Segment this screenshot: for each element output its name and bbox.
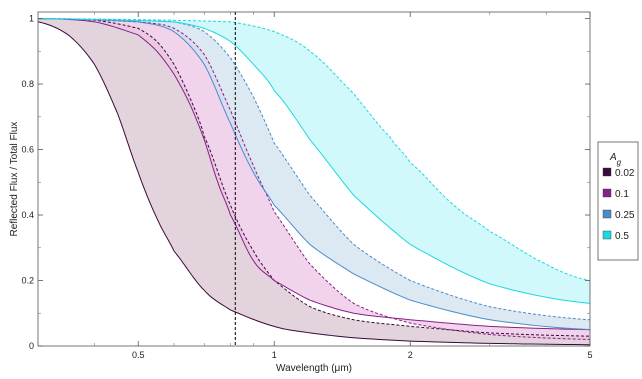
legend-swatch-1	[602, 188, 612, 198]
band-lower-line-3	[37, 18, 591, 304]
x-tick-label-2: 2	[408, 350, 413, 360]
legend-items: 0.02 0.1 0.25 0.5	[602, 167, 635, 242]
band-lower-line-1	[37, 18, 591, 331]
legend: Ag 0.020.10.250.5	[597, 141, 639, 261]
x-axis: 0.5 1 2 5	[37, 12, 593, 360]
legend-label-2: 0.25	[615, 210, 635, 221]
legend-swatch-3	[602, 230, 612, 240]
band-fill-3	[38, 18, 590, 304]
band-upper-line-2	[37, 18, 591, 321]
band-upper-line-1	[37, 18, 591, 340]
band-upper-line-0	[37, 18, 591, 337]
x-tick-label-3: 5	[587, 350, 592, 360]
y-tick-label-4: 0.8	[21, 79, 34, 89]
x-tick-label-1: 1	[272, 350, 277, 360]
x-axis-label: Wavelength (μm)	[276, 363, 352, 374]
legend-swatch-2	[602, 209, 612, 219]
x-tick-label-0: 0.5	[132, 350, 145, 360]
legend-label-1: 0.1	[615, 189, 629, 200]
band-lower-line-0	[37, 21, 591, 346]
legend-title-subscript: g	[617, 158, 622, 167]
y-axis: 0 0.2 0.4 0.6 0.8 1	[21, 14, 590, 351]
legend-label-3: 0.5	[615, 231, 629, 242]
band-upper-line-3	[37, 18, 591, 282]
y-tick-label-2: 0.4	[21, 210, 34, 220]
y-tick-label-0: 0	[29, 341, 34, 351]
y-tick-label-5: 1	[29, 14, 34, 24]
legend-swatch-0	[602, 167, 612, 177]
y-tick-label-3: 0.6	[21, 145, 34, 155]
legend-label-0: 0.02	[615, 168, 635, 179]
band-layer	[37, 18, 591, 346]
band-fill-0	[38, 18, 590, 345]
band-lower-line-2	[37, 18, 591, 331]
y-axis-label: Reflected Flux / Total Flux	[9, 122, 20, 237]
plot-frame	[37, 11, 591, 347]
band-fill-1	[38, 18, 590, 340]
legend-box	[597, 141, 639, 261]
y-tick-label-1: 0.2	[21, 276, 34, 286]
